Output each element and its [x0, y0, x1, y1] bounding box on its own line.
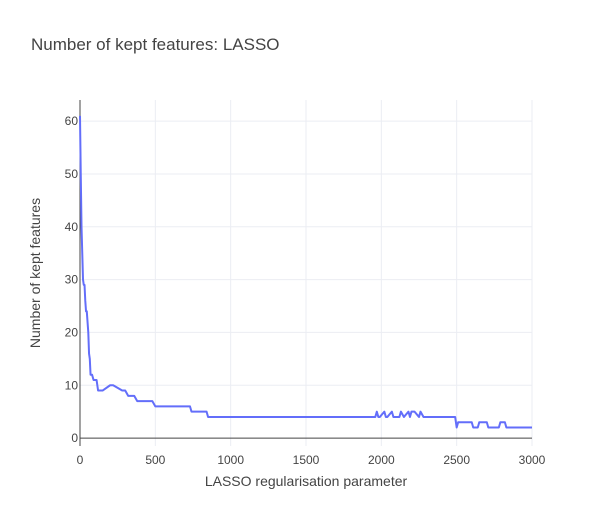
chart-title: Number of kept features: LASSO [31, 35, 280, 54]
y-tick-label: 60 [65, 114, 79, 128]
y-tick-label: 10 [65, 378, 79, 392]
series-line [79, 115, 532, 429]
y-axis-ticks: 0 10 20 30 40 50 60 [65, 114, 79, 445]
x-axis-title: LASSO regularisation parameter [205, 473, 408, 489]
x-tick-label: 2000 [368, 453, 395, 467]
x-tick-label: 3000 [519, 453, 546, 467]
y-axis-title: Number of kept features [27, 198, 43, 348]
x-tick-label: 2500 [443, 453, 470, 467]
x-tick-label: 1000 [217, 453, 244, 467]
x-tick-label: 0 [77, 453, 84, 467]
x-tick-label: 1500 [293, 453, 320, 467]
y-tick-label: 30 [65, 273, 79, 287]
x-tick-label: 500 [145, 453, 165, 467]
y-tick-label: 40 [65, 220, 79, 234]
y-tick-label: 0 [71, 431, 78, 445]
y-tick-label: 50 [65, 167, 79, 181]
grid [80, 100, 533, 446]
x-axis-ticks: 0 500 1000 1500 2000 2500 3000 [77, 453, 546, 467]
y-tick-label: 20 [65, 325, 79, 339]
